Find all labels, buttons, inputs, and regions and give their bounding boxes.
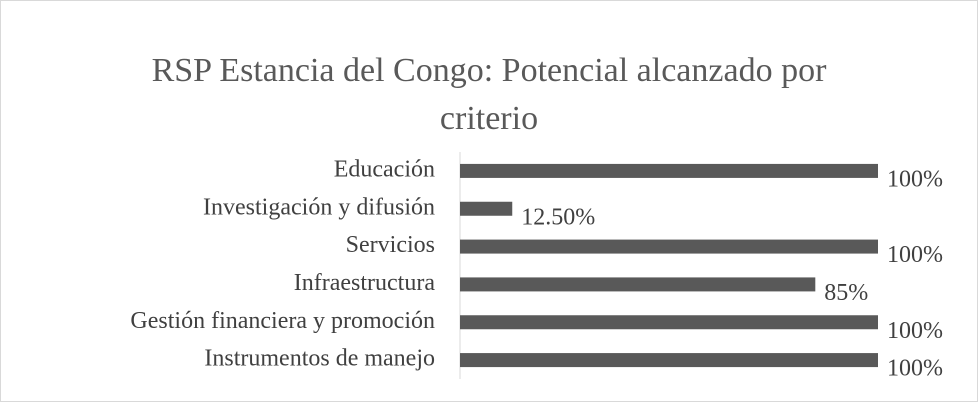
bar <box>460 163 878 178</box>
bar <box>460 239 878 254</box>
y-tick-label: Educación <box>334 156 435 182</box>
data-label: 85% <box>824 280 868 306</box>
bar <box>460 315 878 330</box>
data-label: 100% <box>887 318 943 344</box>
data-label: 100% <box>887 242 943 268</box>
y-tick-label: Servicios <box>346 232 435 258</box>
data-label: 12.50% <box>521 204 595 230</box>
y-tick-label: Gestión financiera y promoción <box>130 308 435 334</box>
bar <box>460 201 513 216</box>
bar <box>460 353 878 368</box>
data-label: 100% <box>887 166 943 192</box>
data-label: 100% <box>887 356 943 382</box>
y-tick-label: Infraestructura <box>294 270 436 296</box>
y-tick-label: Investigación y difusión <box>203 194 435 220</box>
bar <box>460 277 816 292</box>
y-tick-label: Instrumentos de manejo <box>204 346 435 372</box>
chart-title: RSP Estancia del Congo: Potencial alcanz… <box>151 52 827 137</box>
